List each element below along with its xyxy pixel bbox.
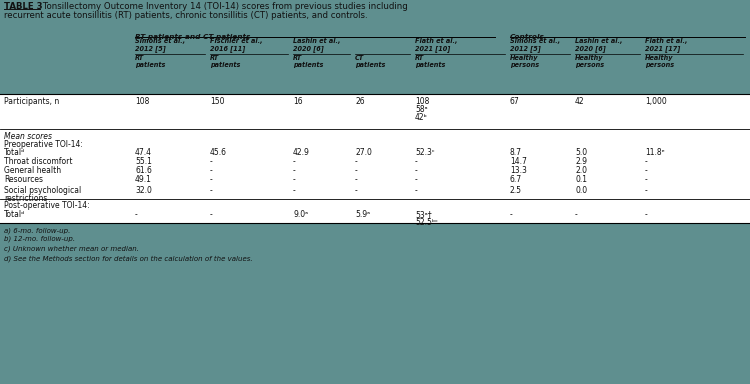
Text: RT
patients: RT patients — [210, 55, 240, 68]
Text: -: - — [135, 210, 138, 219]
Text: RT
patients: RT patients — [135, 55, 165, 68]
Text: 52.5ᵇᶜ: 52.5ᵇᶜ — [415, 218, 438, 227]
Text: -: - — [355, 186, 358, 195]
Text: -: - — [293, 157, 296, 166]
Text: -: - — [415, 166, 418, 175]
Text: -: - — [293, 186, 296, 195]
Text: Flath et al.,
2021 [17]: Flath et al., 2021 [17] — [645, 38, 688, 52]
Text: 0.0: 0.0 — [575, 186, 587, 195]
Text: -: - — [645, 210, 648, 219]
Text: recurrent acute tonsillitis (RT) patients, chronic tonsillitis (CT) patients, an: recurrent acute tonsillitis (RT) patient… — [4, 11, 368, 20]
Text: -: - — [645, 166, 648, 175]
Text: -: - — [355, 157, 358, 166]
Text: Lashin et al.,
2020 [6]: Lashin et al., 2020 [6] — [575, 38, 622, 52]
Text: -: - — [293, 166, 296, 175]
Text: -: - — [575, 210, 578, 219]
Text: 2.9: 2.9 — [575, 157, 587, 166]
Text: c) Unknown whether mean or median.: c) Unknown whether mean or median. — [4, 245, 139, 252]
Text: Totalᵈ: Totalᵈ — [4, 210, 26, 219]
Bar — [0, 223, 750, 384]
Text: -: - — [210, 166, 213, 175]
Text: 5.0: 5.0 — [575, 148, 587, 157]
Text: -: - — [210, 175, 213, 184]
Bar — [0, 94, 750, 284]
Text: 42.9: 42.9 — [293, 148, 310, 157]
Text: 27.0: 27.0 — [355, 148, 372, 157]
Text: 5.9ᵃ: 5.9ᵃ — [355, 210, 370, 219]
Text: RT patients and CT patients: RT patients and CT patients — [135, 34, 250, 40]
Text: 42ᵇ: 42ᵇ — [415, 113, 428, 122]
Text: 108: 108 — [135, 97, 149, 106]
Text: 42: 42 — [575, 97, 585, 106]
Text: 55.1: 55.1 — [135, 157, 152, 166]
Text: -: - — [645, 186, 648, 195]
Text: 45.6: 45.6 — [210, 148, 227, 157]
Text: -: - — [210, 186, 213, 195]
Text: 61.6: 61.6 — [135, 166, 152, 175]
Text: RT
patients: RT patients — [293, 55, 323, 68]
Text: 49.1: 49.1 — [135, 175, 152, 184]
Text: -: - — [415, 186, 418, 195]
Text: 9.0ᵃ: 9.0ᵃ — [293, 210, 308, 219]
Text: d) See the Methods section for details on the calculation of the values.: d) See the Methods section for details o… — [4, 255, 253, 262]
Text: 13.3: 13.3 — [510, 166, 526, 175]
Text: Fischler et al.,
2016 [11]: Fischler et al., 2016 [11] — [210, 38, 262, 52]
Text: 2.0: 2.0 — [575, 166, 587, 175]
Text: TABLE 3: TABLE 3 — [4, 2, 43, 11]
Text: -: - — [355, 175, 358, 184]
Bar — [0, 0, 750, 32]
Bar — [0, 94, 750, 129]
Text: General health: General health — [4, 166, 62, 175]
Text: CT
patients: CT patients — [355, 55, 386, 68]
Bar — [0, 32, 750, 94]
Text: -: - — [293, 175, 296, 184]
Text: Simons et al.,
2012 [5]: Simons et al., 2012 [5] — [135, 38, 185, 52]
Text: -: - — [645, 175, 648, 184]
Text: Simons et al.,
2012 [5]: Simons et al., 2012 [5] — [510, 38, 560, 52]
Text: 32.0: 32.0 — [135, 186, 152, 195]
Text: RT
patients: RT patients — [415, 55, 446, 68]
Text: -: - — [210, 157, 213, 166]
Text: Post-operative TOI-14:: Post-operative TOI-14: — [4, 201, 90, 210]
Text: 108: 108 — [415, 97, 429, 106]
Text: 0.1: 0.1 — [575, 175, 587, 184]
Text: -: - — [210, 210, 213, 219]
Text: 2.5: 2.5 — [510, 186, 522, 195]
Text: Participants, n: Participants, n — [4, 97, 59, 106]
Text: Healthy
persons: Healthy persons — [510, 55, 539, 68]
Text: a) 6-mo. follow-up.: a) 6-mo. follow-up. — [4, 227, 70, 233]
Text: Totalᵈ: Totalᵈ — [4, 148, 26, 157]
Text: 16: 16 — [293, 97, 302, 106]
Text: 26: 26 — [355, 97, 364, 106]
Text: Throat discomfort: Throat discomfort — [4, 157, 73, 166]
Text: 8.7: 8.7 — [510, 148, 522, 157]
Text: Mean scores: Mean scores — [4, 132, 52, 141]
Text: 11.8ᵉ: 11.8ᵉ — [645, 148, 664, 157]
Text: 6.7: 6.7 — [510, 175, 522, 184]
Text: 52.3ᶜ: 52.3ᶜ — [415, 148, 435, 157]
Text: Healthy
persons: Healthy persons — [575, 55, 604, 68]
Text: 58ᵃ: 58ᵃ — [415, 105, 428, 114]
Text: Tonsillectomy Outcome Inventory 14 (TOI-14) scores from previous studies includi: Tonsillectomy Outcome Inventory 14 (TOI-… — [40, 2, 408, 11]
Text: -: - — [645, 157, 648, 166]
Text: Social psychological: Social psychological — [4, 186, 81, 195]
Text: 53ᵃ†: 53ᵃ† — [415, 210, 432, 219]
Text: Resources: Resources — [4, 175, 43, 184]
Text: -: - — [415, 175, 418, 184]
Text: Flath et al.,
2021 [10]: Flath et al., 2021 [10] — [415, 38, 458, 52]
Text: Healthy
persons: Healthy persons — [645, 55, 674, 68]
Text: Preoperative TOI-14:: Preoperative TOI-14: — [4, 140, 82, 149]
Text: Lashin et al.,
2020 [6]: Lashin et al., 2020 [6] — [293, 38, 340, 52]
Text: b) 12-mo. follow-up.: b) 12-mo. follow-up. — [4, 236, 75, 243]
Text: -: - — [355, 166, 358, 175]
Text: Controls: Controls — [510, 34, 544, 40]
Text: 47.4: 47.4 — [135, 148, 152, 157]
Text: 14.7: 14.7 — [510, 157, 526, 166]
Text: 150: 150 — [210, 97, 224, 106]
Text: 1,000: 1,000 — [645, 97, 667, 106]
Text: 67: 67 — [510, 97, 520, 106]
Text: restrictions: restrictions — [4, 194, 47, 203]
Text: -: - — [415, 157, 418, 166]
Text: -: - — [510, 210, 513, 219]
